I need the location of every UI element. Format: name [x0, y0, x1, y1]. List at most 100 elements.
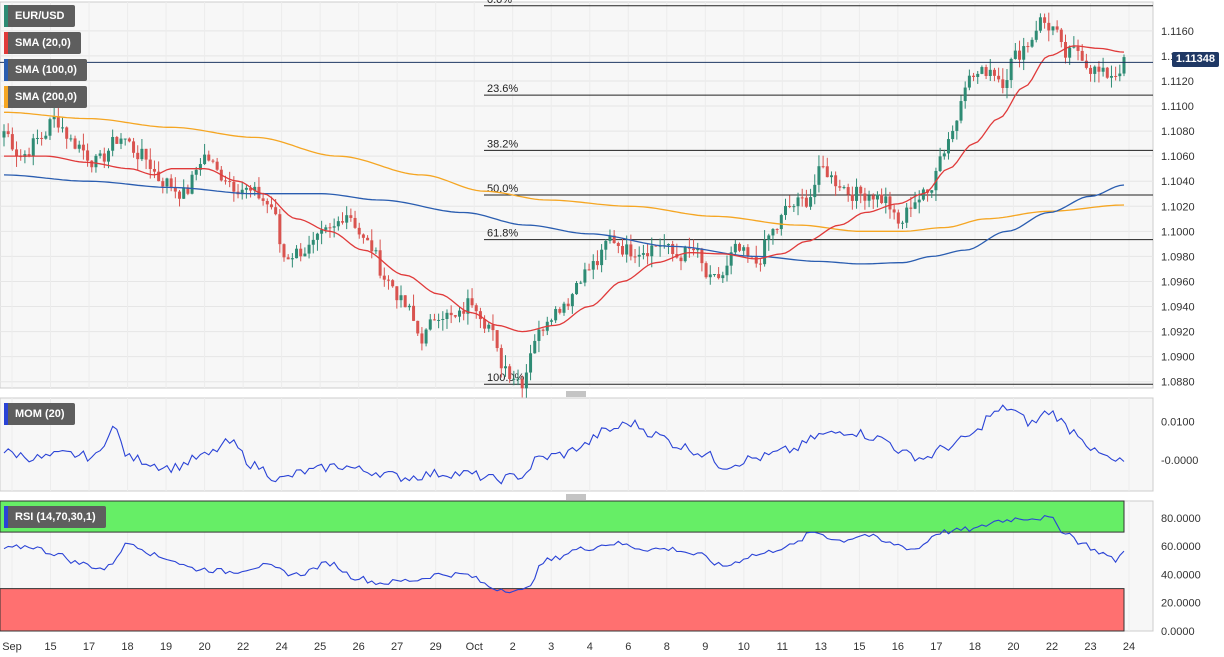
candle-body — [286, 257, 290, 260]
candle-body — [1118, 73, 1122, 77]
candle-body — [69, 138, 73, 140]
candle-body — [165, 178, 169, 187]
rsi-oversold-zone — [0, 588, 1125, 632]
candle-body — [395, 286, 399, 301]
candle-body — [412, 305, 416, 321]
candle-body — [733, 243, 737, 253]
candle-body — [182, 187, 186, 199]
candle-body — [1030, 39, 1034, 47]
candle-body — [483, 319, 487, 329]
candle-body — [169, 178, 173, 188]
candle-body — [324, 227, 328, 230]
price-tick-label: 1.0960 — [1161, 276, 1195, 288]
legend-sma200-label: SMA (200,0) — [15, 91, 77, 103]
legend-sma200[interactable]: SMA (200,0) — [4, 86, 87, 108]
candle-body — [913, 202, 917, 209]
candle-body — [637, 254, 641, 257]
candle-body — [1109, 75, 1113, 78]
candle-body — [81, 144, 85, 151]
candle-body — [800, 197, 804, 199]
candle-body — [132, 141, 136, 153]
legend-sma20[interactable]: SMA (20,0) — [4, 32, 81, 54]
candle-body — [955, 120, 959, 131]
candle-body — [1063, 42, 1067, 58]
legend-rsi[interactable]: RSI (14,70,30,1) — [4, 506, 106, 528]
sma20-color-bar — [4, 32, 8, 54]
candle-body — [503, 366, 507, 369]
candle-body — [374, 250, 378, 252]
candle-body — [115, 136, 119, 144]
legend-rsi-label: RSI (14,70,30,1) — [15, 511, 96, 523]
rsi-tick-label: 40.0000 — [1161, 569, 1201, 581]
candle-body — [445, 312, 449, 319]
candle-body — [403, 295, 407, 308]
candle-body — [1013, 50, 1017, 59]
candle-body — [834, 175, 838, 187]
price-tick-label: 1.1040 — [1161, 176, 1195, 188]
legend-mom[interactable]: MOM (20) — [4, 403, 75, 425]
candle-body — [700, 248, 704, 264]
candle-body — [524, 372, 528, 389]
sma20-line — [4, 45, 1125, 333]
candle-body — [73, 138, 77, 149]
candle-body — [495, 330, 499, 349]
candle-body — [804, 197, 808, 207]
candle-body — [228, 181, 232, 183]
legend-symbol-label: EUR/USD — [15, 10, 65, 22]
time-tick-label: 24 — [275, 641, 287, 653]
candle-body — [203, 154, 207, 165]
candle-body — [462, 310, 466, 314]
rsi-tick-label: 20.0000 — [1161, 598, 1201, 610]
candle-body — [265, 200, 269, 205]
candle-body — [997, 75, 1001, 80]
candle-body — [1001, 79, 1005, 88]
candle-body — [905, 207, 909, 223]
candle-body — [1105, 67, 1109, 78]
candle-body — [708, 274, 712, 278]
candle-body — [295, 248, 299, 259]
candle-body — [1080, 50, 1084, 61]
candle-body — [587, 269, 591, 271]
candle-body — [1022, 46, 1026, 60]
candle-body — [282, 244, 286, 258]
legend-sma100[interactable]: SMA (100,0) — [4, 59, 87, 81]
candle-body — [901, 222, 905, 224]
candle-body — [825, 166, 829, 178]
candle-body — [44, 135, 48, 139]
mom-pane-bg — [0, 397, 1154, 492]
price-tick-label: 1.0920 — [1161, 327, 1195, 339]
candle-body — [817, 166, 821, 185]
candle-body — [813, 184, 817, 198]
candle-body — [6, 131, 10, 135]
candle-body — [533, 340, 537, 354]
candle-body — [938, 156, 942, 171]
candle-body — [595, 261, 599, 266]
fib-level-label: 38.2% — [487, 138, 518, 150]
candle-body — [140, 148, 144, 160]
candle-body — [111, 136, 115, 151]
price-tick-label: 1.0880 — [1161, 377, 1195, 389]
candle-body — [1093, 66, 1097, 74]
time-tick-label: 23 — [1084, 641, 1096, 653]
candle-body — [119, 138, 123, 144]
candle-body — [683, 247, 687, 262]
candle-body — [512, 378, 516, 380]
candle-body — [290, 258, 294, 260]
mom-tick-label: 0.0100 — [1161, 416, 1195, 428]
candle-body — [984, 67, 988, 76]
candle-body — [178, 191, 182, 199]
legend-symbol[interactable]: EUR/USD — [4, 5, 75, 27]
candle-body — [349, 215, 353, 218]
candle-body — [40, 137, 44, 139]
candle-body — [654, 245, 658, 247]
candle-body — [641, 253, 645, 255]
candle-body — [1068, 47, 1072, 58]
candle-body — [244, 187, 248, 190]
candle-body — [152, 168, 156, 172]
candle-body — [917, 199, 921, 203]
candle-body — [86, 150, 90, 161]
candle-body — [361, 234, 365, 238]
candle-body — [173, 187, 177, 192]
candle-body — [211, 160, 215, 162]
